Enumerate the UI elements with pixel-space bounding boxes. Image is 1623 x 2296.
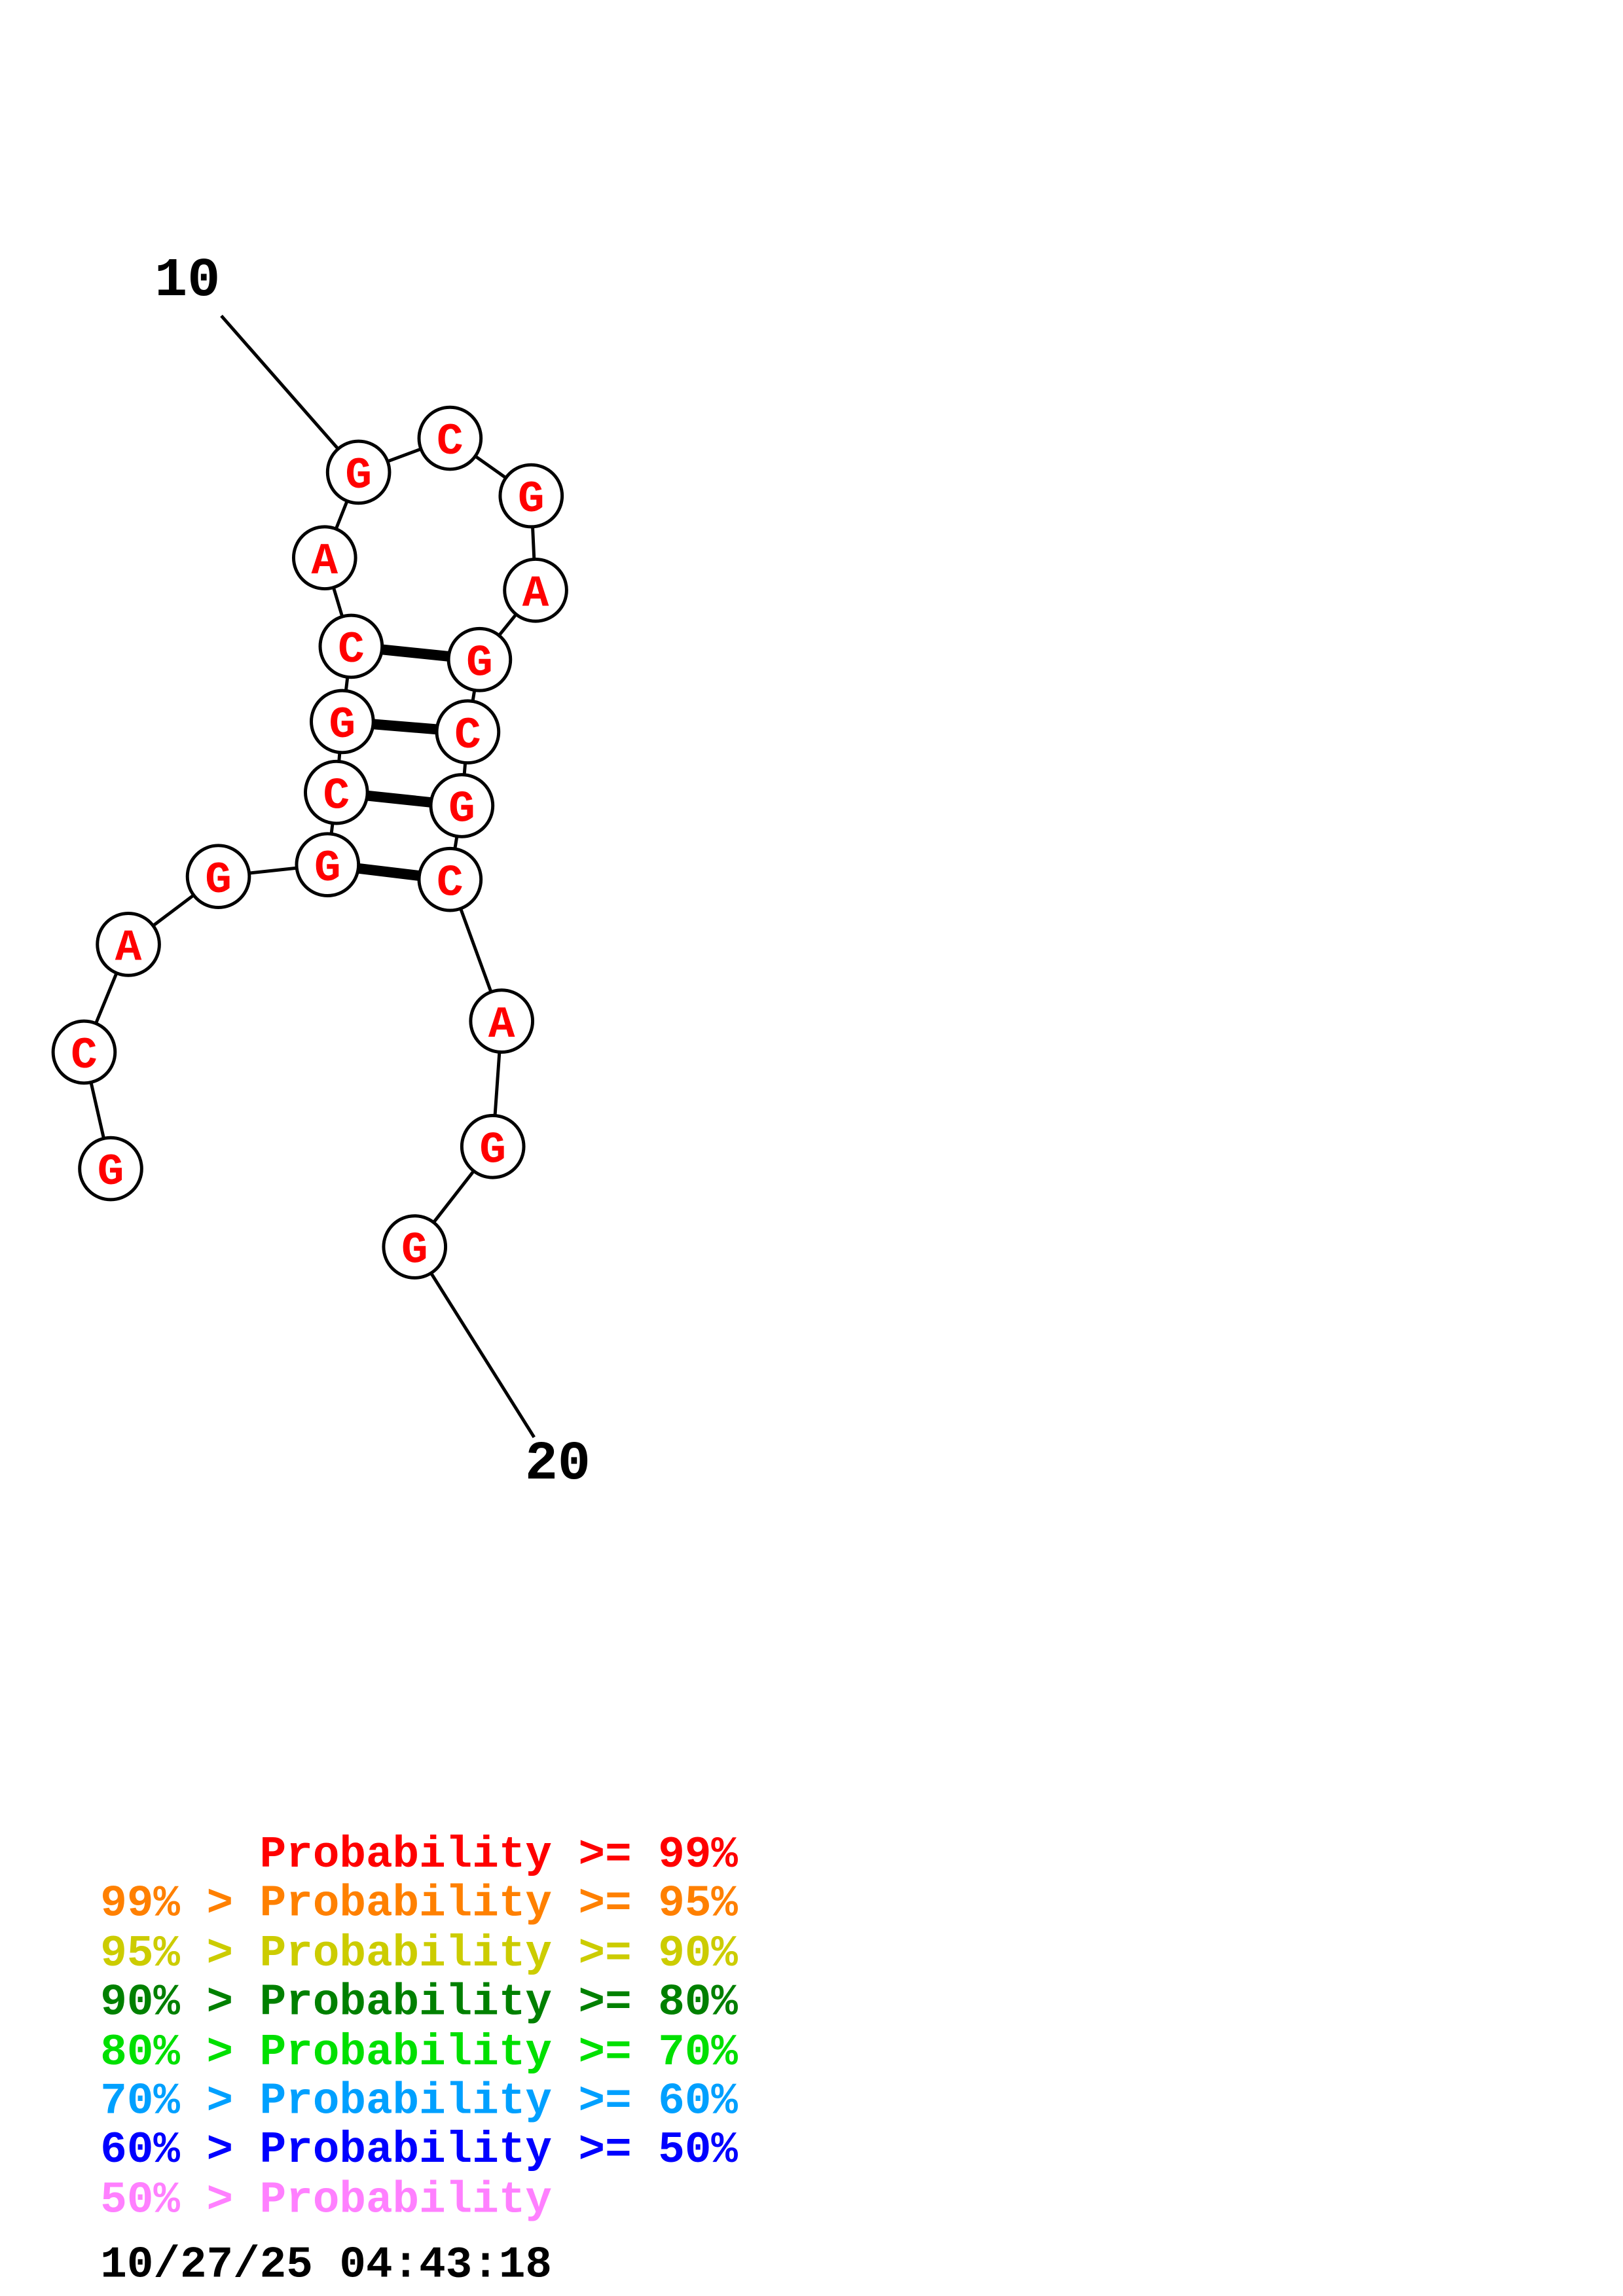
nucleotide-circle [325, 439, 392, 505]
legend-entry: 60% > Probability >= 50% [100, 2126, 738, 2178]
nucleotide-circle [435, 699, 501, 765]
nucleotide-base: A [115, 924, 142, 974]
nucleotide-circle [185, 844, 251, 909]
nucleotide-base: G [466, 639, 493, 689]
nucleotide-base: C [437, 859, 464, 908]
nucleotide-circle [429, 773, 495, 838]
legend-entry: 95% > Probability >= 90% [100, 1929, 738, 1981]
nucleotide-circle [503, 557, 568, 623]
nucleotide-base: G [314, 844, 341, 894]
nucleotide-circle [417, 405, 483, 471]
nucleotide-base: C [323, 772, 350, 821]
nucleotide-base: G [479, 1126, 506, 1175]
position-leader-line [413, 1246, 536, 1439]
nucleotide-base: C [437, 418, 464, 467]
probability-legend: Probability >= 99% 99% > Probability >= 9… [100, 1831, 738, 2227]
position-label: 10 [155, 251, 220, 312]
legend-entry: 90% > Probability >= 80% [100, 1979, 738, 2030]
nucleotide-base: A [488, 1001, 515, 1050]
nucleotide-base: A [522, 569, 549, 619]
nucleotide-base: C [71, 1031, 98, 1081]
legend-entry: Probability >= 99% [100, 1831, 738, 1882]
nucleotide-base: G [329, 701, 356, 751]
nucleotide-base: G [401, 1227, 428, 1276]
nucleotide-circle [447, 626, 513, 692]
legend-entry: 70% > Probability >= 60% [100, 2077, 738, 2128]
nucleotide-base: G [98, 1148, 124, 1198]
nucleotide-base: G [205, 856, 232, 906]
position-label: 20 [525, 1434, 591, 1496]
nucleotide-circle [96, 912, 161, 977]
nucleotide-base: A [312, 537, 338, 587]
plot-timestamp: 10/27/25 04:43:18 [100, 2241, 552, 2292]
position-leader-line [220, 314, 360, 474]
nucleotide-circle [310, 689, 375, 755]
legend-entry: 50% > Probability [100, 2176, 552, 2227]
nucleotide-circle [51, 1019, 117, 1085]
nucleotide-circle [498, 463, 564, 529]
nucleotide-base: G [448, 785, 475, 835]
nucleotide-circle [304, 759, 369, 825]
nucleotide-base: C [338, 626, 365, 675]
nucleotide-circle [295, 832, 361, 897]
nucleotide-circle [417, 846, 483, 912]
nucleotide-circle [469, 988, 535, 1054]
nucleotide-circle [460, 1113, 526, 1179]
nucleotide-circle [291, 525, 357, 591]
nucleotide-base: C [454, 711, 481, 761]
legend-entry: 99% > Probability >= 95% [100, 1880, 738, 1931]
nucleotide-circle [382, 1214, 448, 1280]
nucleotide-circle [78, 1136, 143, 1202]
legend-entry: 80% > Probability >= 70% [100, 2028, 738, 2079]
nucleotide-base: G [345, 452, 372, 501]
nucleotide-base: G [518, 475, 545, 525]
nucleotide-circle [318, 613, 384, 679]
